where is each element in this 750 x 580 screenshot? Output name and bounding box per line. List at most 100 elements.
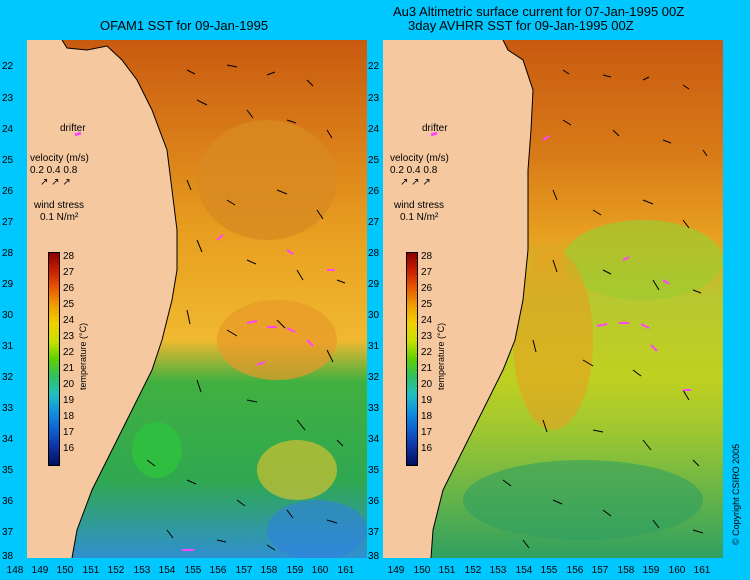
cb-tick: 19	[421, 395, 433, 406]
colorbar-unit-label: temperature (°C)	[78, 322, 88, 390]
velocity-label: velocity (m/s)	[30, 153, 89, 164]
right-title-line2: 3day AVHRR SST for 09-Jan-1995 00Z	[408, 18, 634, 33]
y-tick: 35	[2, 465, 14, 476]
y-tick: 31	[368, 341, 380, 352]
cb-tick: 22	[63, 347, 75, 358]
y-tick: 37	[2, 527, 14, 538]
cb-tick: 21	[63, 363, 75, 374]
y-tick: 35	[368, 465, 380, 476]
y-tick: 32	[2, 372, 14, 383]
y-tick: 25	[2, 155, 14, 166]
right-current-arrows	[502, 69, 708, 549]
x-tick: 159	[286, 565, 304, 576]
y-tick: 27	[2, 217, 14, 228]
y-tick: 25	[368, 155, 380, 166]
y-tick: 34	[2, 434, 14, 445]
cb-tick: 17	[63, 427, 75, 438]
x-tick: 154	[515, 565, 533, 576]
wind-stress-label: wind stress	[394, 200, 445, 211]
y-tick: 37	[368, 527, 380, 538]
y-tick: 36	[2, 496, 14, 507]
x-tick: 149	[387, 565, 405, 576]
copyright-notice: © Copyright CSIRO 2005	[731, 443, 741, 545]
y-tick: 29	[368, 279, 380, 290]
x-tick: 153	[133, 565, 151, 576]
cb-tick: 26	[421, 283, 433, 294]
wind-stress-value: 0.1 N/m²	[40, 212, 79, 223]
y-tick: 30	[368, 310, 380, 321]
y-tick: 33	[368, 403, 380, 414]
velocity-scale: 0.2 0.4 0.8	[390, 165, 438, 176]
y-tick: 26	[368, 186, 380, 197]
velocity-arrows-icon: ↗ ↗ ↗	[40, 177, 71, 188]
right-map-panel	[383, 40, 723, 558]
cb-tick: 25	[421, 299, 433, 310]
y-tick: 23	[2, 93, 14, 104]
cb-tick: 20	[63, 379, 75, 390]
x-tick: 158	[617, 565, 635, 576]
y-tick: 22	[368, 61, 380, 72]
x-tick: 148	[6, 565, 24, 576]
cb-tick: 17	[421, 427, 433, 438]
cb-tick: 20	[421, 379, 433, 390]
x-tick: 150	[413, 565, 431, 576]
y-tick: 31	[2, 341, 14, 352]
drifter-label: drifter	[60, 123, 86, 134]
x-tick: 157	[235, 565, 253, 576]
cb-tick: 16	[421, 443, 433, 454]
left-land	[27, 40, 177, 558]
left-colorbar-ramp	[48, 252, 60, 466]
x-tick: 150	[56, 565, 74, 576]
right-sst-map	[383, 40, 723, 558]
y-tick: 30	[2, 310, 14, 321]
cb-tick: 24	[63, 315, 75, 326]
cb-tick: 22	[421, 347, 433, 358]
wind-stress-label: wind stress	[34, 200, 85, 211]
cb-tick: 18	[421, 411, 433, 422]
y-tick: 22	[2, 61, 14, 72]
x-tick: 155	[184, 565, 202, 576]
right-land	[383, 40, 533, 558]
cb-tick: 28	[63, 251, 75, 262]
x-tick: 160	[311, 565, 329, 576]
y-tick: 27	[368, 217, 380, 228]
cb-tick: 23	[63, 331, 75, 342]
x-tick: 159	[642, 565, 660, 576]
x-tick: 155	[540, 565, 558, 576]
y-tick: 29	[2, 279, 14, 290]
left-map-panel	[27, 40, 367, 558]
y-tick: 23	[368, 93, 380, 104]
right-title-line1: Au3 Altimetric surface current for 07-Ja…	[393, 4, 685, 19]
y-tick: 28	[2, 248, 14, 259]
x-tick: 149	[31, 565, 49, 576]
left-drifter-trail	[74, 131, 82, 137]
cb-tick: 18	[63, 411, 75, 422]
colorbar-unit-label: temperature (°C)	[436, 322, 446, 390]
y-tick: 26	[2, 186, 14, 197]
cb-tick: 25	[63, 299, 75, 310]
x-tick: 161	[337, 565, 355, 576]
y-tick: 34	[368, 434, 380, 445]
cb-tick: 19	[63, 395, 75, 406]
y-tick: 24	[368, 124, 380, 135]
cb-tick: 23	[421, 331, 433, 342]
x-tick: 151	[438, 565, 456, 576]
right-drifter-trail	[430, 131, 438, 137]
y-tick: 38	[2, 551, 14, 562]
cb-tick: 24	[421, 315, 433, 326]
y-tick: 32	[368, 372, 380, 383]
cb-tick: 26	[63, 283, 75, 294]
x-tick: 154	[158, 565, 176, 576]
left-wind-stress	[216, 234, 335, 366]
cb-tick: 27	[421, 267, 433, 278]
x-tick: 151	[82, 565, 100, 576]
drifter-label: drifter	[422, 123, 448, 134]
left-sst-map	[27, 40, 367, 558]
x-tick: 158	[260, 565, 278, 576]
x-tick: 156	[566, 565, 584, 576]
right-colorbar-ramp	[406, 252, 418, 466]
x-tick: 156	[209, 565, 227, 576]
wind-stress-value: 0.1 N/m²	[400, 212, 439, 223]
velocity-label: velocity (m/s)	[390, 153, 449, 164]
y-tick: 33	[2, 403, 14, 414]
